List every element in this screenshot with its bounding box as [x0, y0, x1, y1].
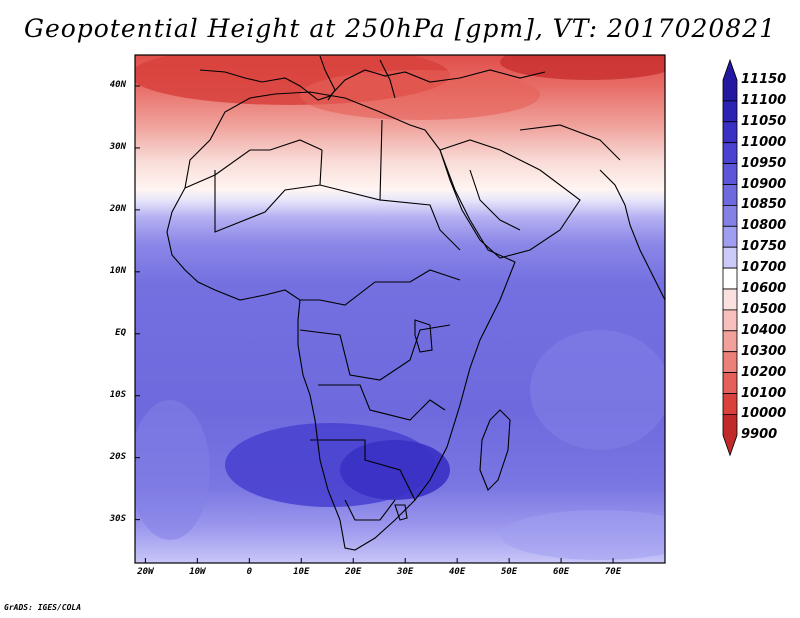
colorbar-swatch [722, 267, 738, 290]
colorbar-level-label: 10400 [741, 322, 787, 338]
colorbar-swatch [722, 204, 738, 227]
lon-label: 50E [500, 567, 518, 577]
colorbar-level-label: 10100 [741, 385, 787, 401]
coastlines-and-borders [166, 55, 665, 551]
lat-label: 20S [109, 451, 126, 462]
colorbar-swatch [722, 330, 738, 353]
colorbar-level-label: 9900 [741, 427, 778, 443]
colorbar-level-label: 10900 [741, 176, 787, 192]
lon-label: 10W [189, 567, 206, 577]
colorbar-level-label: 10000 [741, 406, 787, 422]
colorbar-level-label: 11150 [741, 72, 787, 87]
colorbar-swatch [722, 225, 738, 248]
lon-label: 0 [246, 567, 253, 577]
colorbar-level-label: 11100 [741, 92, 787, 108]
madagascar-coastline [479, 409, 511, 491]
lat-label: 40N [109, 79, 126, 90]
lon-label: 70E [604, 567, 622, 577]
arabia-coastline [439, 139, 581, 259]
india-coastline [599, 169, 665, 301]
lat-label: EQ [115, 327, 126, 338]
colorbar-swatch [722, 246, 738, 269]
colorbar-swatch [722, 163, 738, 185]
colorbar-level-label: 10800 [741, 218, 787, 234]
lat-label: 10S [109, 389, 126, 400]
lat-label: 10N [109, 265, 126, 276]
africa-coastline [166, 91, 516, 551]
plot-frame [134, 54, 666, 564]
colorbar-swatch [722, 184, 738, 206]
lon-label: 40E [449, 567, 466, 577]
chart-title: Geopotential Height at 250hPa [gpm], VT:… [23, 14, 777, 43]
lon-label: 60E [552, 567, 570, 577]
colorbar-level-label: 10700 [741, 260, 787, 276]
colorbar [722, 58, 738, 457]
lat-label: 20N [109, 203, 126, 214]
colorbar-swatch [722, 393, 738, 415]
lon-label: 20W [137, 567, 154, 577]
colorbar-swatch [722, 100, 738, 123]
lon-label: 30E [397, 567, 414, 577]
colorbar-level-label: 10500 [741, 301, 787, 317]
colorbar-level-label: 10600 [741, 281, 787, 296]
colorbar-swatch [722, 351, 738, 374]
lon-label: 10E [293, 567, 310, 577]
credit-text: GrADS: IGES/COLA [4, 603, 82, 612]
europe-coastline [199, 69, 546, 101]
colorbar-swatch [722, 58, 738, 102]
colorbar-swatch [722, 372, 738, 394]
colorbar-level-label: 10200 [741, 364, 787, 380]
shaded-field [135, 55, 665, 563]
colorbar-swatch [722, 142, 738, 164]
colorbar-swatch [722, 413, 738, 457]
lat-label: 30N [109, 141, 126, 152]
colorbar-level-label: 11050 [741, 113, 787, 129]
axis-ticks [135, 85, 614, 563]
lat-label: 30S [109, 513, 126, 524]
colorbar-level-label: 10950 [741, 155, 787, 171]
colorbar-swatch [722, 121, 738, 144]
colorbar-swatch [722, 309, 738, 332]
lon-label: 20E [345, 567, 362, 577]
colorbar-level-label: 11000 [741, 134, 787, 150]
colorbar-swatch [722, 288, 738, 311]
colorbar-level-label: 10750 [741, 239, 787, 255]
colorbar-level-label: 10300 [741, 343, 787, 359]
colorbar-level-label: 10850 [741, 197, 787, 213]
